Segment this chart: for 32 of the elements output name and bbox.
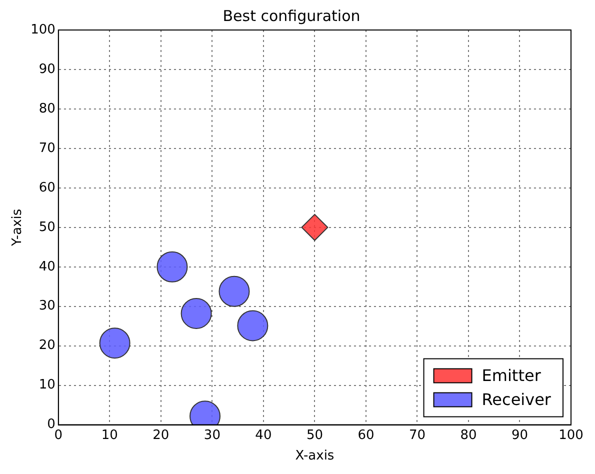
- x-tick-label: 90: [511, 428, 528, 443]
- x-tick-label: 10: [101, 428, 118, 443]
- chart-title: Best configuration: [222, 6, 360, 25]
- y-tick-label: 0: [47, 417, 56, 432]
- y-axis-title: Y-axis: [10, 208, 26, 247]
- y-tick-label: 70: [38, 140, 56, 156]
- x-tick-label: 40: [255, 428, 272, 443]
- point: [99, 328, 130, 359]
- y-tick-label: 60: [38, 180, 56, 196]
- y-tick-label: 100: [30, 22, 56, 38]
- legend-label: Emitter: [482, 366, 542, 385]
- point: [218, 276, 250, 307]
- y-tick-label: 20: [38, 338, 56, 354]
- x-tick-label: 30: [204, 428, 220, 443]
- point: [237, 310, 268, 342]
- x-tick-label: 100: [558, 428, 584, 443]
- x-axis-title: X-axis: [295, 448, 334, 464]
- x-tick-label: 20: [152, 428, 170, 443]
- y-tick-label: 90: [38, 62, 56, 77]
- y-tick-label: 80: [38, 101, 56, 116]
- x-tick-label: 80: [460, 428, 477, 443]
- y-tick-label: 30: [38, 298, 56, 314]
- x-tick-label: 50: [306, 428, 323, 443]
- point: [301, 214, 328, 241]
- point: [180, 298, 212, 329]
- y-tick-label: 50: [38, 220, 56, 235]
- y-tick-label: 10: [38, 378, 56, 393]
- x-tick-label: 60: [358, 428, 374, 443]
- x-tick-label: 70: [408, 428, 426, 443]
- y-tick-label: 40: [38, 259, 56, 274]
- legend-label: Receiver: [482, 390, 552, 409]
- point: [156, 251, 188, 282]
